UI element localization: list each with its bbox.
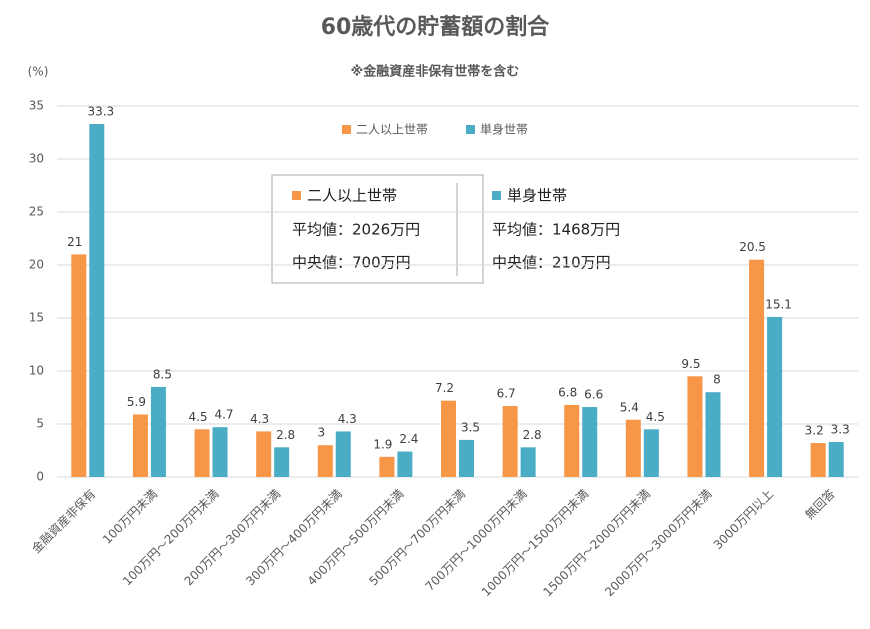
bar — [749, 259, 765, 477]
bar — [767, 316, 783, 477]
summary-swatch — [492, 191, 501, 200]
bar — [459, 439, 474, 477]
legend-label: 二人以上世帯 — [356, 123, 428, 137]
y-tick-label: 30 — [29, 152, 44, 166]
bar — [379, 456, 395, 477]
value-label: 4.5 — [188, 410, 207, 424]
bar — [705, 392, 721, 477]
value-label: 4.3 — [250, 412, 269, 426]
value-label: 3.2 — [805, 424, 824, 438]
value-label: 4.5 — [646, 410, 665, 424]
bar — [582, 407, 598, 477]
summary-text: 中央値：210万円 — [492, 254, 611, 272]
y-tick-label: 15 — [29, 311, 44, 325]
y-tick-label: 35 — [29, 99, 44, 113]
summary-heading: 二人以上世帯 — [307, 187, 397, 205]
bar — [564, 404, 580, 477]
y-tick-label: 25 — [29, 205, 44, 219]
bar — [687, 376, 703, 477]
bar — [625, 419, 641, 477]
value-label: 7.2 — [435, 381, 454, 395]
value-label: 8.5 — [153, 367, 172, 381]
legend-swatch — [466, 125, 475, 134]
y-tick-label: 0 — [36, 470, 44, 484]
value-label: 6.6 — [584, 388, 603, 402]
bar — [335, 431, 351, 477]
value-label: 5.4 — [620, 400, 639, 414]
bar — [441, 400, 456, 477]
bar — [212, 427, 228, 477]
value-label: 6.8 — [558, 385, 577, 399]
summary-text: 平均値：2026万円 — [292, 221, 420, 239]
chart-subtitle: ※金融資産非保有世帯を含む — [351, 64, 520, 80]
bar — [132, 414, 148, 477]
value-label: 21 — [67, 235, 82, 249]
summary-text: 平均値：1468万円 — [492, 221, 620, 239]
value-label: 2.8 — [523, 428, 542, 442]
value-label: 20.5 — [739, 240, 766, 254]
legend-label: 単身世帯 — [480, 122, 528, 137]
value-label: 15.1 — [765, 297, 792, 311]
value-label: 8 — [713, 373, 721, 387]
value-label: 1.9 — [373, 437, 392, 451]
summary-text: 中央値：700万円 — [292, 254, 411, 272]
bar — [643, 429, 659, 477]
bar — [194, 429, 210, 477]
bar — [828, 442, 844, 477]
summary-swatch — [292, 191, 301, 200]
y-tick-label: 20 — [29, 258, 44, 272]
value-label: 4.3 — [338, 412, 357, 426]
y-tick-label: 10 — [29, 364, 44, 378]
chart-title: 60歳代の貯蓄額の割合 — [321, 14, 551, 40]
y-tick-label: 5 — [36, 417, 44, 431]
value-label: 4.7 — [214, 408, 233, 422]
legend-swatch — [342, 125, 351, 134]
bar — [71, 254, 87, 477]
value-label: 3.5 — [461, 420, 480, 434]
value-label: 5.9 — [127, 395, 146, 409]
bar — [810, 443, 826, 477]
value-label: 3 — [317, 426, 325, 440]
bar — [256, 431, 272, 477]
bar — [89, 124, 105, 478]
bar — [502, 405, 518, 477]
value-label: 2.8 — [276, 428, 295, 442]
y-axis-label: (%) — [28, 65, 49, 79]
value-label: 3.3 — [831, 423, 850, 437]
value-label: 2.4 — [399, 432, 418, 446]
value-label: 33.3 — [87, 105, 114, 119]
value-label: 6.7 — [497, 386, 516, 400]
bar — [150, 386, 166, 477]
bar — [520, 447, 536, 477]
bar — [317, 445, 333, 477]
bar — [274, 447, 290, 477]
value-label: 9.5 — [681, 357, 700, 371]
summary-heading: 単身世帯 — [507, 187, 567, 205]
bar — [397, 451, 413, 477]
